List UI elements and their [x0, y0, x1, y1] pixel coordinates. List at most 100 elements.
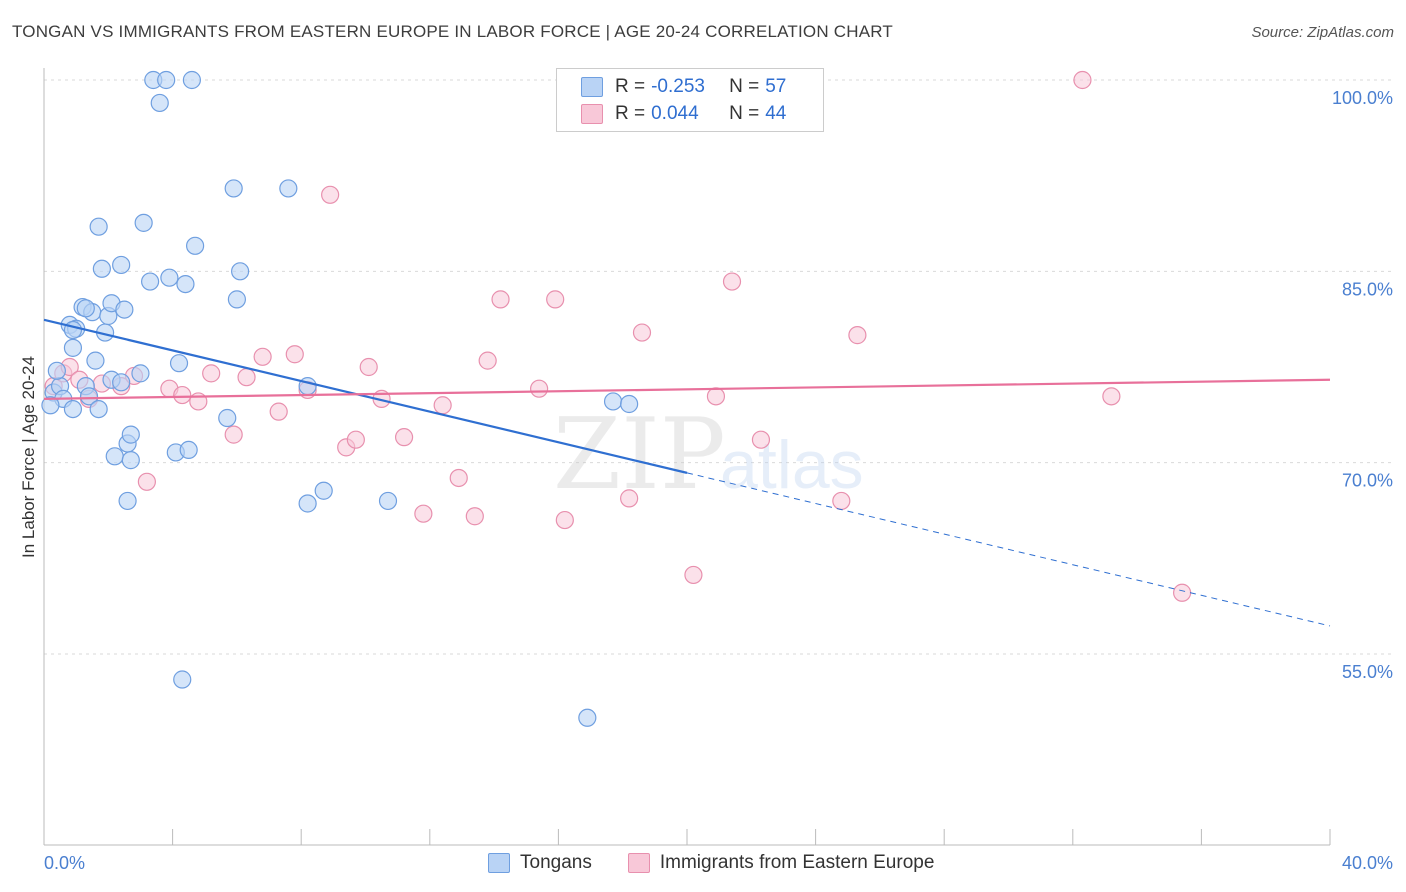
- data-point-tongans: [179, 440, 198, 460]
- data-point-immigrants: [530, 379, 549, 398]
- data-point-tongans: [578, 708, 597, 727]
- legend: R = -0.253 N = 57 R = 0.044 N = 44: [556, 68, 824, 132]
- data-point-tongans: [121, 425, 140, 444]
- data-point-tongans: [218, 408, 237, 428]
- legend-row-tongans: R = -0.253 N = 57: [581, 74, 801, 100]
- legend-n-value: 44: [765, 103, 787, 124]
- data-point-tongans: [41, 396, 60, 415]
- data-point-tongans: [47, 361, 66, 380]
- data-point-tongans: [182, 70, 201, 90]
- legend-row-immigrants: R = 0.044 N = 44: [581, 101, 801, 127]
- series-tongans-points: [41, 70, 639, 727]
- data-point-immigrants: [173, 385, 192, 405]
- data-point-tongans: [378, 491, 398, 511]
- data-point-immigrants: [491, 290, 510, 309]
- bottom-legend-tongans: Tongans: [488, 852, 592, 874]
- data-point-tongans: [92, 259, 111, 278]
- data-point-immigrants: [1102, 387, 1121, 406]
- data-point-immigrants: [620, 489, 639, 508]
- x-tick-labels: 0.0% 40.0%: [44, 853, 1393, 873]
- trend-line-tongans: [43, 318, 688, 474]
- data-point-tongans: [105, 447, 124, 466]
- legend-swatch-pink: [581, 104, 603, 124]
- data-point-tongans: [63, 399, 83, 419]
- data-point-immigrants: [433, 396, 452, 415]
- data-point-tongans: [121, 451, 140, 470]
- bottom-legend-label-tongans: Tongans: [520, 852, 592, 873]
- trend-line-tongans-extrapolated: [686, 472, 1331, 627]
- series-immigrants-points: [44, 70, 1192, 602]
- axes: [43, 68, 1331, 846]
- data-point-immigrants: [359, 357, 378, 377]
- data-point-tongans: [134, 213, 153, 232]
- data-point-immigrants: [555, 510, 574, 530]
- data-point-immigrants: [706, 387, 726, 406]
- data-point-immigrants: [632, 323, 652, 342]
- data-point-immigrants: [285, 345, 304, 364]
- legend-swatch-blue: [581, 77, 603, 97]
- data-point-immigrants: [269, 402, 288, 421]
- chart-title: TONGAN VS IMMIGRANTS FROM EASTERN EUROPE…: [12, 22, 894, 41]
- data-point-tongans: [89, 399, 108, 419]
- data-point-immigrants: [465, 507, 484, 526]
- data-point-tongans: [115, 300, 134, 319]
- data-point-immigrants: [321, 185, 340, 204]
- watermark-atlas: atlas: [720, 427, 864, 503]
- legend-r-value: 0.044: [651, 103, 699, 124]
- y-tick-label: 70.0%: [1342, 471, 1393, 491]
- data-point-tongans: [298, 494, 317, 513]
- data-point-immigrants: [394, 428, 414, 447]
- data-point-immigrants: [137, 472, 156, 491]
- data-point-tongans: [118, 491, 137, 511]
- data-point-tongans: [150, 93, 169, 113]
- data-point-tongans: [76, 299, 95, 318]
- y-tick-label: 85.0%: [1342, 279, 1393, 299]
- legend-n-label: N =: [729, 76, 760, 97]
- data-point-immigrants: [478, 351, 497, 370]
- data-point-immigrants: [848, 326, 867, 345]
- data-point-immigrants: [1173, 583, 1192, 602]
- watermark-zip: ZIP: [553, 398, 726, 512]
- data-point-tongans: [231, 262, 250, 281]
- data-point-tongans: [169, 354, 189, 373]
- data-point-immigrants: [722, 272, 742, 291]
- data-point-immigrants: [224, 425, 243, 444]
- y-tick-label: 55.0%: [1342, 662, 1393, 682]
- data-point-tongans: [79, 387, 99, 406]
- bottom-legend-swatch-pink: [627, 853, 650, 873]
- data-point-tongans: [224, 179, 243, 198]
- legend-r-label: R =: [615, 76, 646, 97]
- x-tick-label: 40.0%: [1342, 853, 1393, 873]
- data-point-immigrants: [684, 565, 703, 585]
- data-point-immigrants: [832, 491, 851, 511]
- data-point-tongans: [157, 70, 176, 90]
- data-point-tongans: [112, 255, 131, 275]
- bottom-legend-label-immigrants: Immigrants from Eastern Europe: [659, 852, 935, 873]
- bottom-legend-swatch-blue: [488, 853, 510, 873]
- data-point-tongans: [173, 670, 192, 689]
- source-label: Source: ZipAtlas.com: [1251, 24, 1394, 41]
- data-point-immigrants: [546, 290, 565, 309]
- data-point-tongans: [140, 272, 160, 291]
- data-point-tongans: [112, 373, 131, 392]
- data-point-immigrants: [202, 364, 221, 383]
- data-point-tongans: [176, 274, 195, 294]
- data-point-immigrants: [449, 468, 468, 488]
- y-axis-title: In Labor Force | Age 20-24: [19, 356, 38, 558]
- data-point-tongans: [279, 179, 298, 198]
- data-point-immigrants: [414, 504, 433, 523]
- bottom-legend: Tongans Immigrants from Eastern Europe: [488, 852, 970, 874]
- data-point-immigrants: [237, 368, 256, 387]
- legend-n-label: N =: [729, 103, 760, 124]
- data-point-tongans: [86, 351, 105, 370]
- data-point-tongans: [63, 320, 83, 340]
- legend-r-label: R =: [615, 103, 646, 124]
- data-point-tongans: [186, 236, 205, 255]
- data-point-tongans: [89, 217, 108, 236]
- gridlines: [44, 79, 1395, 655]
- bottom-legend-immigrants: Immigrants from Eastern Europe: [627, 852, 935, 874]
- legend-r-value: -0.253: [651, 76, 705, 97]
- data-point-tongans: [227, 290, 246, 309]
- y-tick-label: 100.0%: [1332, 88, 1393, 108]
